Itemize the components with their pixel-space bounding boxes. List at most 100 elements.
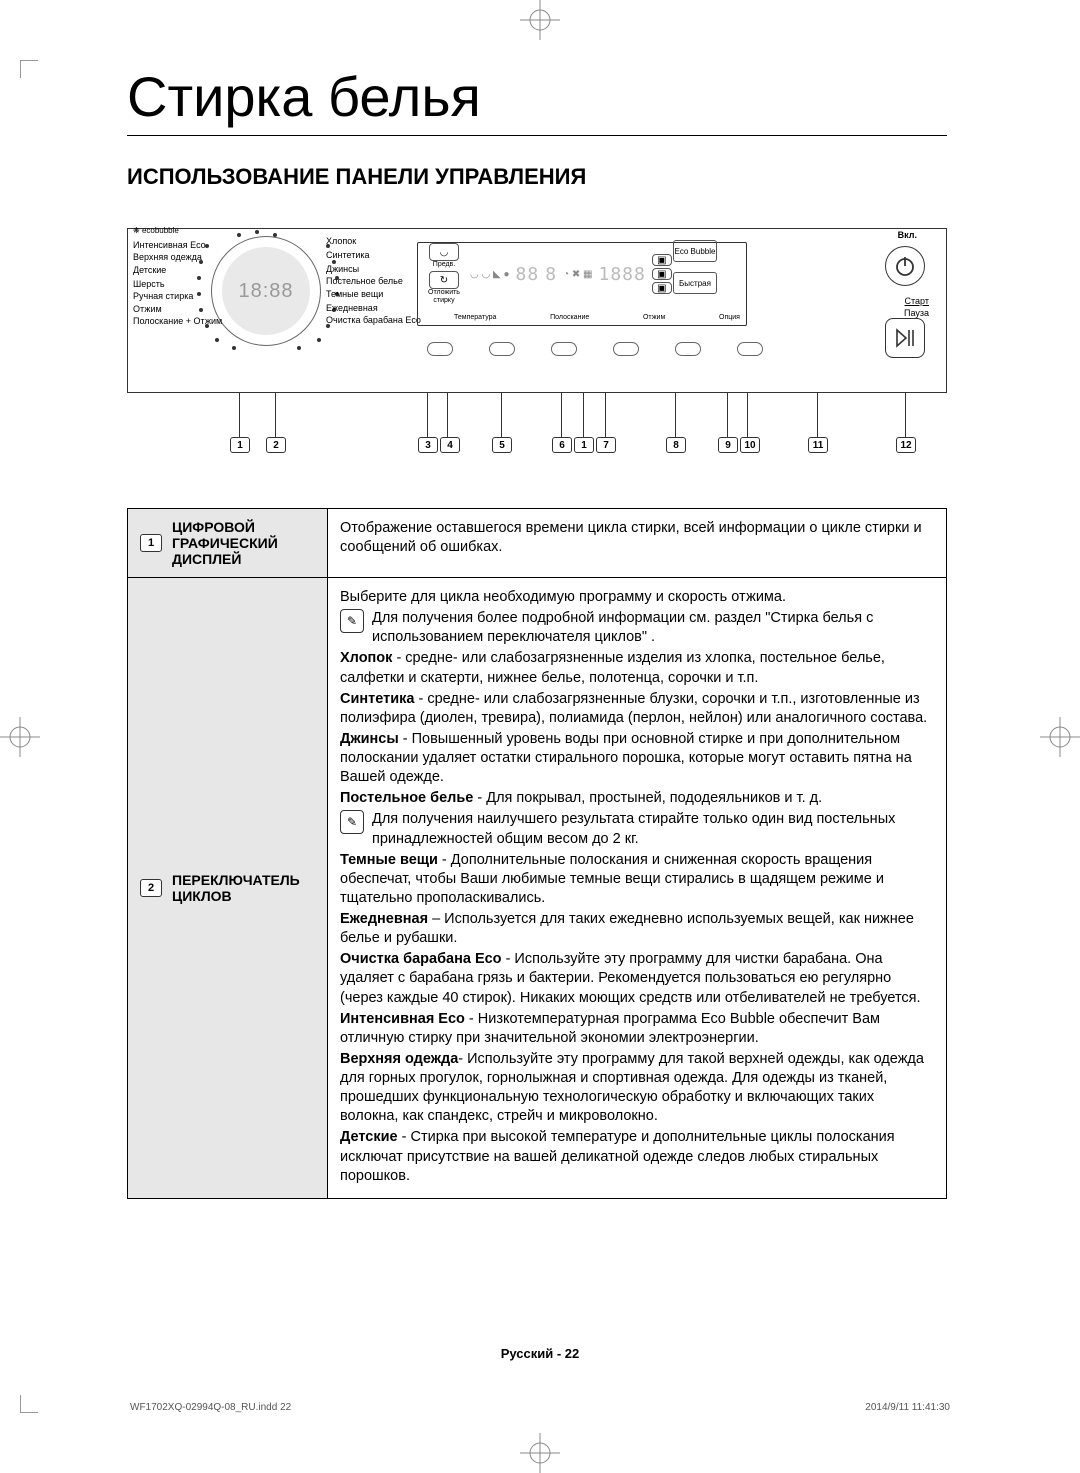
jeans-b: - Повышенный уровень воды при основной с… <box>340 731 912 785</box>
dial-labels-left: Интенсивная Eco Верхняя одежда Детские Ш… <box>133 238 222 327</box>
option-pill <box>489 342 515 356</box>
row2-intro: Выберите для цикла необходимую программу… <box>340 588 934 607</box>
dial-dot <box>317 338 321 342</box>
display-seg-3: 1888 <box>599 264 646 285</box>
row1-body: Отображение оставшегося времени цикла ст… <box>340 519 934 557</box>
prewash-label: Предв. <box>433 261 455 268</box>
crop-mark-tl <box>20 60 38 78</box>
option-pill <box>427 342 453 356</box>
callout-9: 9 <box>718 437 738 453</box>
drum-t: Очистка барабана Eco <box>340 951 502 967</box>
dial-label-spin: Отжим <box>133 302 222 316</box>
outer-t: Верхняя одежда <box>340 1051 458 1067</box>
note-block-2: ✎ Для получения наилучшего результата ст… <box>340 810 934 848</box>
jeans-t: Джинсы <box>340 731 399 747</box>
dial-dot <box>215 338 219 342</box>
note-icon: ✎ <box>340 609 364 633</box>
row1-number: 1 <box>140 534 162 552</box>
table-row: 2 ПЕРЕКЛЮЧАТЕЛЬ ЦИКЛОВ Выберите для цикл… <box>128 578 947 1199</box>
drum-line: Очистка барабана Eco - Используйте эту п… <box>340 950 934 1007</box>
display-icons-row2: ◔ ✖ ▦ <box>563 269 592 280</box>
cotton-line: Хлопок - средне- или слабозагрязненные и… <box>340 649 934 687</box>
row2-label-cell: 2 ПЕРЕКЛЮЧАТЕЛЬ ЦИКЛОВ <box>128 578 328 1199</box>
dial-dot <box>237 233 241 237</box>
lead-line <box>275 393 276 437</box>
power-button[interactable] <box>885 246 925 286</box>
dial-label-intensive-eco: Интенсивная Eco <box>133 238 222 252</box>
display-label-spin: Отжим <box>643 314 665 321</box>
daily-t: Ежедневная <box>340 911 428 927</box>
callout-1b: 1 <box>574 437 594 453</box>
fast-button: Быстрая <box>673 272 717 294</box>
dial-label-daily: Ежедневная <box>326 301 421 315</box>
dial-dot <box>297 346 301 350</box>
registration-mark-bottom <box>520 1433 560 1473</box>
mini-icon: ▣ <box>652 254 672 266</box>
section-heading: ИСПОЛЬЗОВАНИЕ ПАНЕЛИ УПРАВЛЕНИЯ <box>127 164 947 190</box>
outer-line: Верхняя одежда- Используйте эту программ… <box>340 1050 934 1127</box>
display-label-temp: Температура <box>454 314 496 321</box>
bed-line: Постельное белье - Для покрывал, простын… <box>340 789 934 808</box>
lead-line <box>747 393 748 437</box>
callout-7: 7 <box>596 437 616 453</box>
lead-line <box>817 393 818 437</box>
dark-line: Темные вещи - Дополнительные полоскания … <box>340 851 934 908</box>
dial-label-dark: Темные вещи <box>326 287 421 301</box>
registration-mark-left <box>0 717 40 757</box>
dial-label-cotton: Хлопок <box>326 234 421 248</box>
lead-line <box>239 393 240 437</box>
callout-1: 1 <box>230 437 250 453</box>
eco-t: Интенсивная Eco <box>340 1011 465 1027</box>
page-content: Стирка белья ИСПОЛЬЗОВАНИЕ ПАНЕЛИ УПРАВЛ… <box>127 64 947 1199</box>
callout-3: 3 <box>418 437 438 453</box>
daily-line: Ежедневная – Используется для таких ежед… <box>340 910 934 948</box>
start-pause-button[interactable] <box>885 318 925 358</box>
bed-t: Постельное белье <box>340 790 473 806</box>
lead-line <box>583 393 584 437</box>
display-seg-1: 88 <box>516 264 540 285</box>
mini-icon: ▣ <box>652 268 672 280</box>
callout-8: 8 <box>666 437 686 453</box>
dial-dot <box>232 346 236 350</box>
dial-label-drum-clean: Очистка барабана Eco <box>326 315 421 326</box>
row1-label: ЦИФРОВОЙ ГРАФИЧЕСКИЙ ДИСПЛЕЙ <box>172 519 315 567</box>
note2-text: Для получения наилучшего результата стир… <box>372 810 934 848</box>
eco-line: Интенсивная Eco - Низкотемпературная про… <box>340 1010 934 1048</box>
dark-t: Темные вещи <box>340 852 438 868</box>
row1-desc: Отображение оставшегося времени цикла ст… <box>328 509 947 578</box>
display-seg-2: 8 <box>545 264 557 285</box>
baby-t: Детские <box>340 1129 398 1145</box>
delay-label: Отложить стирку <box>424 289 464 305</box>
display-side-icons: ▣ ▣ ▣ <box>652 254 672 294</box>
display-label-rinse: Полоскание <box>550 314 589 321</box>
dial-label-baby: Детские <box>133 263 222 277</box>
option-pill <box>675 342 701 356</box>
baby-b: - Стирка при высокой температуре и допол… <box>340 1129 895 1183</box>
syn-t: Синтетика <box>340 691 414 707</box>
note-icon: ✎ <box>340 810 364 834</box>
prewash-block: ◡ Предв. ↻ Отложить стирку <box>424 243 464 305</box>
mini-icon: ▣ <box>652 282 672 294</box>
display-label-option: Опция <box>719 314 740 321</box>
row1-label-cell: 1 ЦИФРОВОЙ ГРАФИЧЕСКИЙ ДИСПЛЕЙ <box>128 509 328 578</box>
lead-line <box>447 393 448 437</box>
control-panel-diagram: ❋ ecobubble 18:88 Интенсивная Eco Верхня… <box>127 222 947 482</box>
delay-icon: ↻ <box>429 271 459 289</box>
syn-b: - средне- или слабозагрязненные блузки, … <box>340 691 927 726</box>
callout-2: 2 <box>266 437 286 453</box>
dial-label-synthetic: Синтетика <box>326 248 421 262</box>
ecobubble-text: ecobubble <box>142 226 179 235</box>
row2-number: 2 <box>140 879 162 897</box>
registration-mark-right <box>1040 717 1080 757</box>
dial-label-handwash: Ручная стирка <box>133 291 222 302</box>
description-table: 1 ЦИФРОВОЙ ГРАФИЧЕСКИЙ ДИСПЛЕЙ Отображен… <box>127 508 947 1199</box>
dial-dot <box>255 230 259 234</box>
display-icons-row: ◡ ◡ ◣ ● <box>470 269 510 280</box>
cotton-t: Хлопок <box>340 650 392 666</box>
imprint-right: 2014/9/11 11:41:30 <box>865 1402 950 1413</box>
lead-line <box>501 393 502 437</box>
dial-label-jeans: Джинсы <box>326 262 421 276</box>
row2-desc: Выберите для цикла необходимую программу… <box>328 578 947 1199</box>
display-bottom-labels: Температура Полоскание Отжим Опция <box>454 314 740 321</box>
lead-line <box>427 393 428 437</box>
